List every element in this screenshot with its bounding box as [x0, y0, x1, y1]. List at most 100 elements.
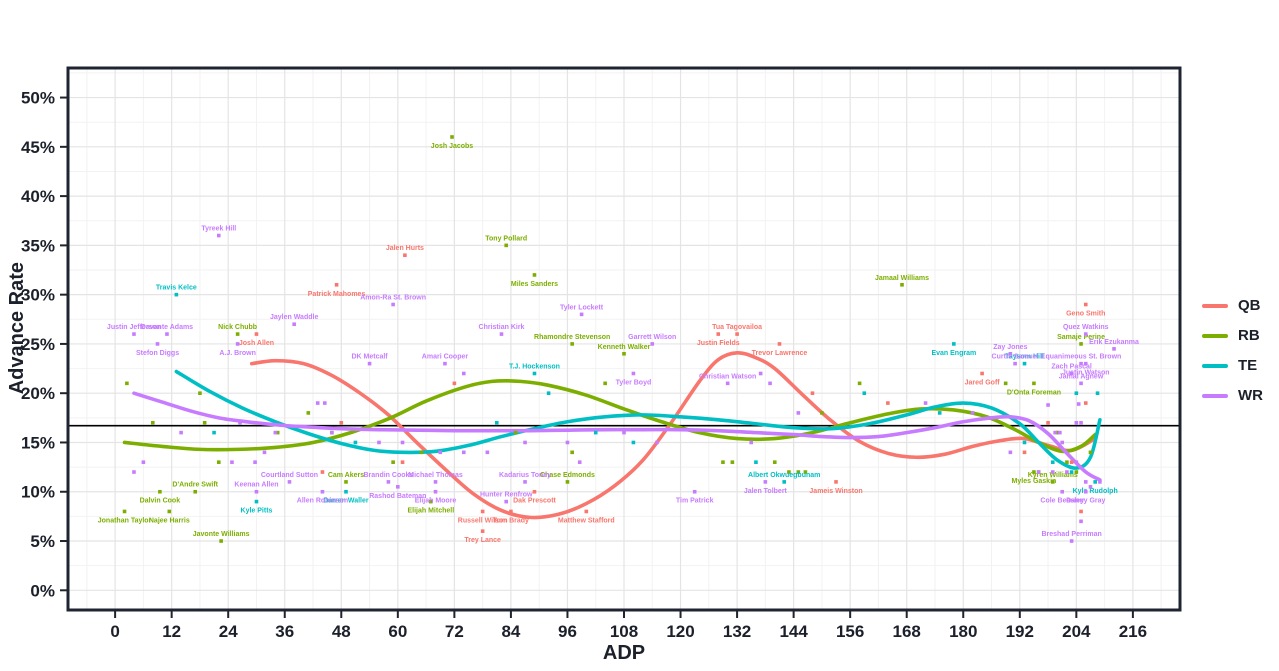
- data-point-rb: [857, 381, 862, 386]
- player-label: Jamal Agnew: [1059, 373, 1104, 380]
- data-point-qb: [810, 391, 815, 395]
- x-tick-label: 204: [1062, 622, 1091, 641]
- player-labels-qb: Josh Allen Patrick Mahomes Jalen Hurts Russ…: [239, 245, 1105, 544]
- data-point-te: [174, 292, 179, 297]
- y-axis-title: Advance Rate: [6, 262, 28, 395]
- data-point-wr: [1053, 430, 1057, 435]
- data-point-wr: [1098, 480, 1102, 484]
- trend-line-te: [174, 369, 1102, 470]
- player-label: Trevor Lawrence: [752, 350, 808, 357]
- player-label: Albert Okwuegbunam: [748, 472, 820, 479]
- data-point-qb: [320, 470, 325, 474]
- x-tick-label: 108: [610, 622, 638, 641]
- data-point-te: [1022, 440, 1027, 445]
- data-point-wr: [132, 470, 136, 474]
- data-point-wr: [1036, 470, 1041, 474]
- data-point-te: [532, 371, 537, 376]
- data-point-rb: [1074, 470, 1079, 474]
- player-label: Christian Kirk: [479, 324, 525, 331]
- x-tick-label: 84: [501, 622, 520, 641]
- data-point-wr: [165, 332, 169, 336]
- data-point-wr: [622, 430, 626, 435]
- player-label: Dalvin Cook: [140, 498, 181, 505]
- player-label: Elijah Mitchell: [407, 508, 454, 515]
- player-label: Amari Cooper: [422, 354, 469, 361]
- player-label: Najee Harris: [149, 517, 190, 524]
- y-axis-ticks: 0% 5% 10% 15% 20% 25% 30% 35% 40% 45% 50%: [21, 89, 67, 600]
- data-point-rb: [803, 470, 808, 474]
- data-point-rb: [429, 499, 433, 504]
- data-point-rb: [1050, 480, 1055, 484]
- x-tick-label: 0: [110, 622, 119, 641]
- player-label: Cam Akers: [328, 472, 364, 479]
- data-point-rb: [1032, 470, 1036, 474]
- data-point-rb: [1065, 460, 1069, 464]
- x-tick-label: 36: [275, 622, 294, 641]
- x-tick-label: 72: [445, 622, 464, 641]
- player-label: Justin Fields: [697, 340, 740, 347]
- player-label: Kyle Rudolph: [1073, 488, 1118, 495]
- player-label: Jalen Hurts: [386, 245, 424, 252]
- data-point-rb: [275, 430, 280, 435]
- data-point-rb: [796, 470, 801, 474]
- data-point-wr: [1060, 489, 1065, 494]
- data-point-te: [353, 440, 358, 445]
- data-point-wr: [1013, 361, 1017, 366]
- x-axis-ticks: 0 12 24 36 48 60 72 84 96 108 120 132 144 156 168 180 19…: [110, 611, 1147, 641]
- data-point-wr: [499, 332, 504, 336]
- data-point-qb: [1046, 420, 1050, 425]
- data-point-rb: [1003, 381, 1008, 386]
- data-point-wr: [320, 489, 325, 494]
- data-point-qb: [1083, 302, 1088, 307]
- data-point-wr: [650, 342, 655, 346]
- x-tick-label: 192: [1006, 622, 1034, 641]
- data-point-wr: [367, 361, 372, 366]
- legend-label: WR: [1238, 387, 1263, 404]
- x-tick-label: 156: [836, 622, 864, 641]
- y-tick-label: 0%: [30, 581, 55, 600]
- data-point-qb: [403, 253, 407, 258]
- data-point-qb: [886, 401, 890, 405]
- data-point-rb: [1079, 342, 1083, 346]
- data-point-qb: [1079, 509, 1083, 514]
- data-point-wr: [1060, 440, 1065, 445]
- data-point-wr: [565, 440, 570, 445]
- data-point-wr: [438, 450, 443, 455]
- data-point-te: [1069, 470, 1074, 474]
- player-label: Keenan Allen: [234, 482, 278, 489]
- y-tick-label: 15%: [21, 433, 55, 452]
- data-point-rb: [198, 391, 202, 395]
- x-tick-label: 180: [949, 622, 977, 641]
- player-label: Kadarius Toney: [499, 472, 551, 479]
- data-point-te: [937, 411, 942, 415]
- data-point-te: [593, 430, 598, 435]
- x-tick-label: 12: [162, 622, 181, 641]
- data-point-rb: [532, 273, 537, 277]
- player-label: DK Metcalf: [351, 354, 388, 361]
- legend-label: TE: [1238, 357, 1258, 374]
- player-label: Rashod Bateman: [369, 493, 426, 500]
- data-point-wr: [725, 381, 730, 386]
- data-point-te: [631, 440, 636, 445]
- player-label: Christian Watson: [699, 373, 756, 380]
- player-label: Quez Watkins: [1063, 324, 1109, 331]
- player-label: Brandin Cooks: [364, 472, 414, 479]
- data-point-wr: [1050, 470, 1055, 474]
- player-label: Taysom Hill: [1005, 354, 1044, 361]
- player-label: Equanimeous St. Brown: [1041, 354, 1122, 361]
- data-point-qb: [834, 480, 838, 484]
- player-label: D'Onta Foreman: [1007, 389, 1061, 396]
- data-point-rb: [820, 411, 824, 415]
- data-point-wr: [287, 480, 292, 484]
- data-point-wr: [273, 430, 278, 435]
- trend-line-qb: [249, 350, 1097, 520]
- data-point-wr: [1083, 361, 1088, 366]
- x-tick-label: 48: [332, 622, 351, 641]
- data-point-te: [754, 460, 758, 464]
- data-point-wr: [443, 361, 447, 366]
- data-point-rb: [202, 420, 207, 425]
- data-point-qb: [334, 283, 339, 287]
- player-label: Tyler Lockett: [560, 304, 604, 311]
- y-tick-label: 10%: [21, 483, 55, 502]
- data-point-te: [254, 499, 259, 504]
